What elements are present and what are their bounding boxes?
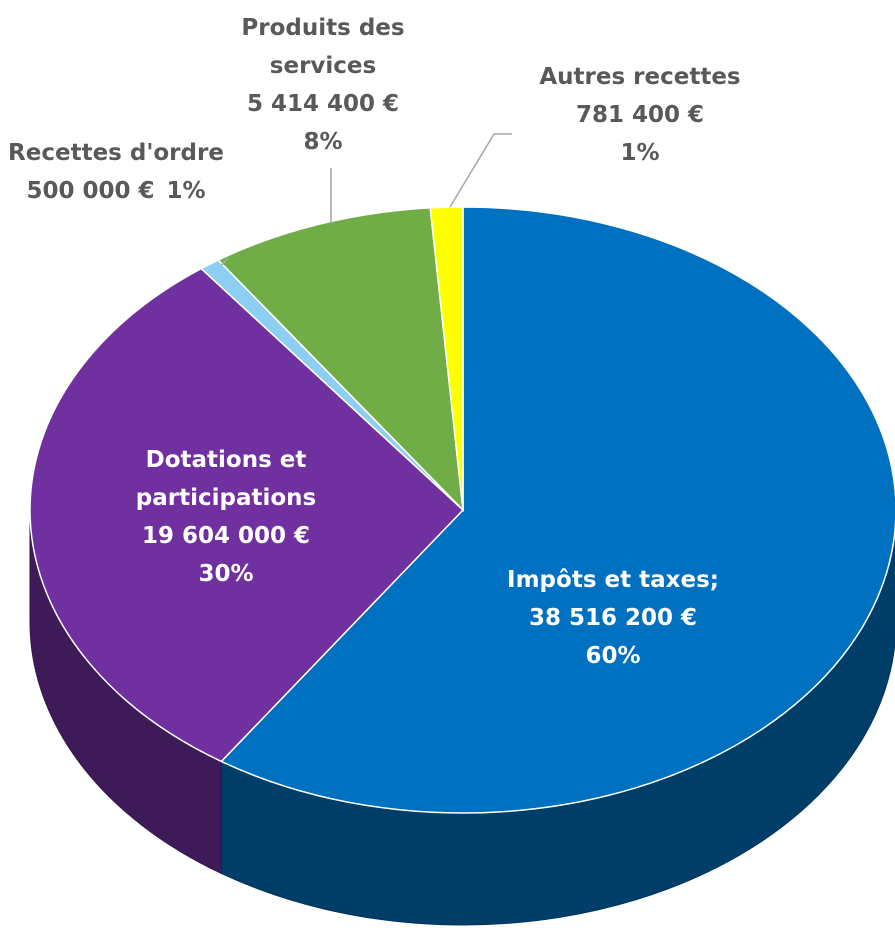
slice-label: Autres recettes 781 400 € 1% <box>510 58 770 172</box>
pie-slice <box>217 207 464 513</box>
slice-name: Autres recettes <box>539 64 741 90</box>
slice-amount: 5 414 400 € <box>246 91 400 117</box>
pie-slice <box>429 206 464 511</box>
slice-value-row: 500 000 € 1% <box>1 172 231 210</box>
slice-name: Recettes d'ordre <box>8 140 224 166</box>
slice-percent: 8% <box>303 129 343 155</box>
leader-line <box>449 133 512 208</box>
slice-percent: 1% <box>166 178 206 204</box>
slice-amount: 38 516 200 € <box>528 605 698 631</box>
slice-percent: 1% <box>620 140 660 166</box>
slice-label: Recettes d'ordre 500 000 € 1% <box>1 134 231 210</box>
slice-amount: 500 000 € <box>26 178 155 204</box>
pie-slice <box>29 267 465 763</box>
slice-percent: 30% <box>198 561 254 587</box>
slice-label: Produits des services 5 414 400 € 8% <box>223 9 423 161</box>
slice-name: Dotations et participations <box>135 447 317 511</box>
slice-percent: 60% <box>585 643 641 669</box>
pie-slice <box>220 206 895 814</box>
slice-label: Impôts et taxes; 38 516 200 € 60% <box>448 561 778 675</box>
leader-lines <box>221 133 512 266</box>
leader-line <box>221 257 229 266</box>
slice-label: Dotations et participations 19 604 000 € 3… <box>96 441 356 593</box>
slice-amount: 781 400 € <box>575 102 705 128</box>
slice-name: Produits des services <box>241 15 405 79</box>
slice-amount: 19 604 000 € <box>141 523 311 549</box>
slice-name: Impôts et taxes; <box>507 567 719 593</box>
pie-slices <box>29 206 895 814</box>
